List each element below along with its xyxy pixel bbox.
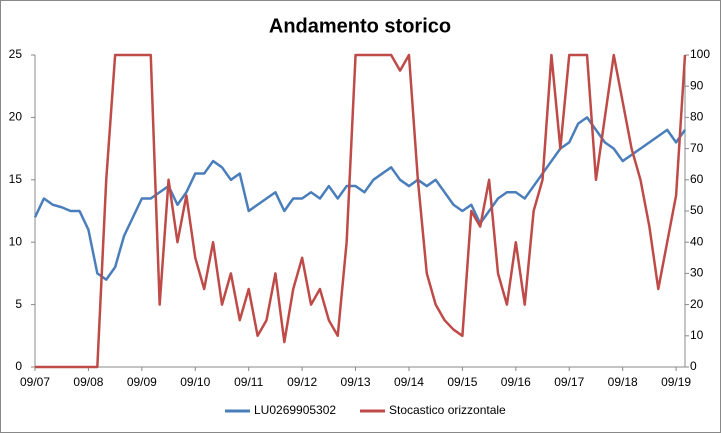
legend-label: LU0269905302 [254,403,336,417]
y2-tick-label: 0 [690,359,697,373]
y2-tick-label: 100 [690,47,710,61]
y2-tick-label: 60 [690,172,704,186]
y-tick-label: 20 [9,110,23,124]
y-tick-label: 0 [15,359,22,373]
y2-tick-label: 10 [690,328,704,342]
y2-tick-label: 80 [690,110,704,124]
y-tick-label: 5 [15,297,22,311]
x-tick-label: 09/19 [661,375,691,389]
y2-tick-label: 40 [690,234,704,248]
x-tick-label: 09/08 [73,375,103,389]
x-tick-label: 09/10 [180,375,210,389]
legend-label: Stocastico orizzontale [389,403,506,417]
x-tick-label: 09/12 [287,375,317,389]
x-tick-label: 09/17 [554,375,584,389]
x-tick-label: 09/15 [447,375,477,389]
y2-tick-label: 30 [690,266,704,280]
y2-tick-label: 90 [690,78,704,92]
line-series [35,53,687,369]
x-tick-label: 09/16 [501,375,531,389]
y2-tick-label: 50 [690,203,704,217]
x-tick-label: 09/07 [20,375,50,389]
line-series [33,116,687,281]
y2-tick-label: 70 [690,141,704,155]
x-tick-label: 09/18 [608,375,638,389]
x-tick-label: 09/13 [341,375,371,389]
y2-tick-label: 20 [690,297,704,311]
x-tick-label: 09/14 [394,375,424,389]
x-tick-label: 09/11 [234,375,263,389]
y-tick-label: 10 [9,234,23,248]
y-tick-label: 15 [9,172,23,186]
x-tick-label: 09/09 [127,375,157,389]
chart-title: Andamento storico [269,15,451,37]
y-tick-label: 25 [9,47,23,61]
